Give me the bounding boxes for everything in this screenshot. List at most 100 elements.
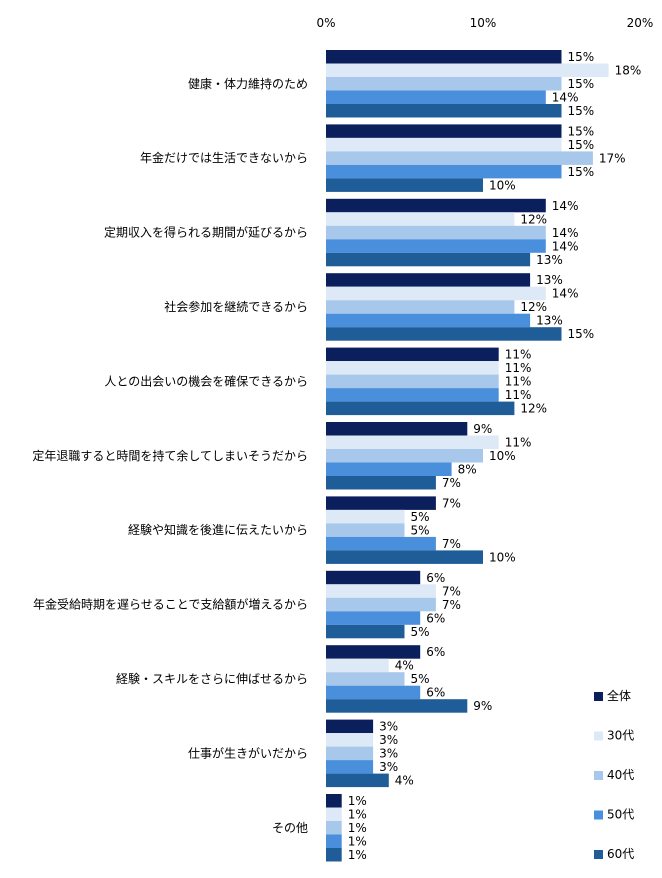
bar bbox=[326, 198, 546, 213]
value-label: 6% bbox=[426, 686, 445, 700]
value-label: 18% bbox=[615, 64, 642, 78]
value-label: 15% bbox=[568, 165, 595, 179]
legend: 全体 30代 40代 50代 60代 bbox=[594, 688, 634, 861]
value-label: 14% bbox=[552, 287, 579, 301]
bars bbox=[326, 50, 609, 862]
bar bbox=[326, 658, 389, 673]
bar bbox=[326, 164, 562, 179]
bar bbox=[326, 476, 436, 490]
legend-label: 40代 bbox=[607, 768, 634, 782]
bar bbox=[326, 645, 421, 659]
category-label: その他 bbox=[272, 821, 308, 835]
value-labels: 15%18%15%14%15%15%15%17%15%10%14%12%14%1… bbox=[348, 50, 642, 862]
value-label: 6% bbox=[426, 571, 445, 585]
bar bbox=[326, 496, 436, 510]
category-label: 経験や知識を後進に伝えたいから bbox=[128, 522, 308, 537]
bar bbox=[326, 361, 499, 375]
category-label: 社会参加を継続できるから bbox=[164, 299, 308, 314]
bar bbox=[326, 252, 531, 267]
value-label: 3% bbox=[379, 720, 398, 734]
value-label: 9% bbox=[473, 699, 492, 713]
bar bbox=[326, 773, 389, 788]
value-label: 4% bbox=[395, 774, 414, 788]
category-label: 年金だけでは生活できないから bbox=[140, 150, 308, 165]
value-label: 15% bbox=[568, 77, 595, 91]
value-label: 9% bbox=[473, 422, 492, 436]
bar bbox=[326, 699, 468, 713]
value-label: 5% bbox=[411, 523, 430, 537]
bar bbox=[326, 388, 499, 402]
value-label: 10% bbox=[489, 550, 516, 564]
legend-swatch bbox=[594, 850, 603, 859]
bar bbox=[326, 300, 515, 314]
bar bbox=[326, 550, 483, 564]
bar bbox=[326, 719, 374, 734]
bar bbox=[326, 584, 436, 598]
value-label: 1% bbox=[348, 794, 367, 808]
category-label: 経験・スキルをさらに伸ばせるから bbox=[116, 671, 308, 686]
bar bbox=[326, 104, 562, 118]
legend-label: 30代 bbox=[607, 729, 634, 743]
category-label: 仕事が生きがいだから bbox=[188, 745, 308, 760]
value-label: 1% bbox=[348, 848, 367, 862]
bar bbox=[326, 834, 342, 848]
bar bbox=[326, 746, 374, 761]
value-label: 11% bbox=[505, 388, 532, 402]
value-label: 15% bbox=[568, 50, 595, 64]
value-label: 7% bbox=[442, 598, 461, 612]
value-label: 15% bbox=[568, 124, 595, 138]
value-label: 7% bbox=[442, 537, 461, 551]
bar bbox=[326, 611, 421, 625]
bar bbox=[326, 401, 515, 416]
bar bbox=[326, 821, 342, 835]
bar bbox=[326, 286, 546, 301]
bar bbox=[326, 597, 436, 612]
value-label: 1% bbox=[348, 821, 367, 835]
value-label: 7% bbox=[442, 496, 461, 510]
value-label: 15% bbox=[568, 104, 595, 118]
legend-label: 60代 bbox=[607, 847, 634, 861]
legend-swatch bbox=[594, 771, 603, 780]
value-label: 1% bbox=[348, 808, 367, 822]
bar bbox=[326, 848, 342, 862]
x-tick-label: 0% bbox=[316, 16, 335, 30]
value-label: 8% bbox=[458, 463, 477, 477]
bar bbox=[326, 435, 499, 449]
value-label: 3% bbox=[379, 760, 398, 774]
legend-swatch bbox=[594, 731, 603, 741]
bar bbox=[326, 733, 374, 747]
bar bbox=[326, 225, 546, 240]
bar bbox=[326, 178, 483, 192]
bar bbox=[326, 422, 468, 436]
bar bbox=[326, 672, 405, 686]
value-label: 15% bbox=[568, 327, 595, 341]
bar bbox=[326, 760, 374, 774]
value-label: 1% bbox=[348, 835, 367, 849]
legend-label: 全体 bbox=[607, 688, 631, 703]
value-label: 14% bbox=[552, 91, 579, 105]
bar bbox=[326, 63, 609, 77]
bar bbox=[326, 570, 421, 585]
value-label: 13% bbox=[536, 314, 563, 328]
value-label: 17% bbox=[599, 151, 626, 165]
category-labels: 健康・体力維持のため年金だけでは生活できないから定期収入を得られる期間が延びるか… bbox=[32, 76, 308, 835]
value-label: 7% bbox=[442, 476, 461, 490]
bar bbox=[326, 685, 421, 700]
x-axis-ticks: 0% 10% 20% bbox=[316, 16, 653, 30]
bar bbox=[326, 624, 405, 639]
value-label: 5% bbox=[411, 672, 430, 686]
legend-label: 50代 bbox=[607, 808, 634, 822]
bar bbox=[326, 807, 342, 821]
x-tick-label: 10% bbox=[470, 16, 497, 30]
value-label: 15% bbox=[568, 138, 595, 152]
value-label: 5% bbox=[411, 625, 430, 639]
category-label: 健康・体力維持のため bbox=[188, 76, 308, 91]
value-label: 14% bbox=[552, 226, 579, 240]
value-label: 13% bbox=[536, 273, 563, 287]
bar bbox=[326, 449, 483, 463]
legend-swatch bbox=[594, 810, 603, 820]
bar bbox=[326, 313, 531, 328]
x-tick-label: 20% bbox=[627, 16, 654, 30]
value-label: 10% bbox=[489, 178, 516, 192]
category-label: 定期収入を得られる期間が延びるから bbox=[104, 225, 308, 240]
